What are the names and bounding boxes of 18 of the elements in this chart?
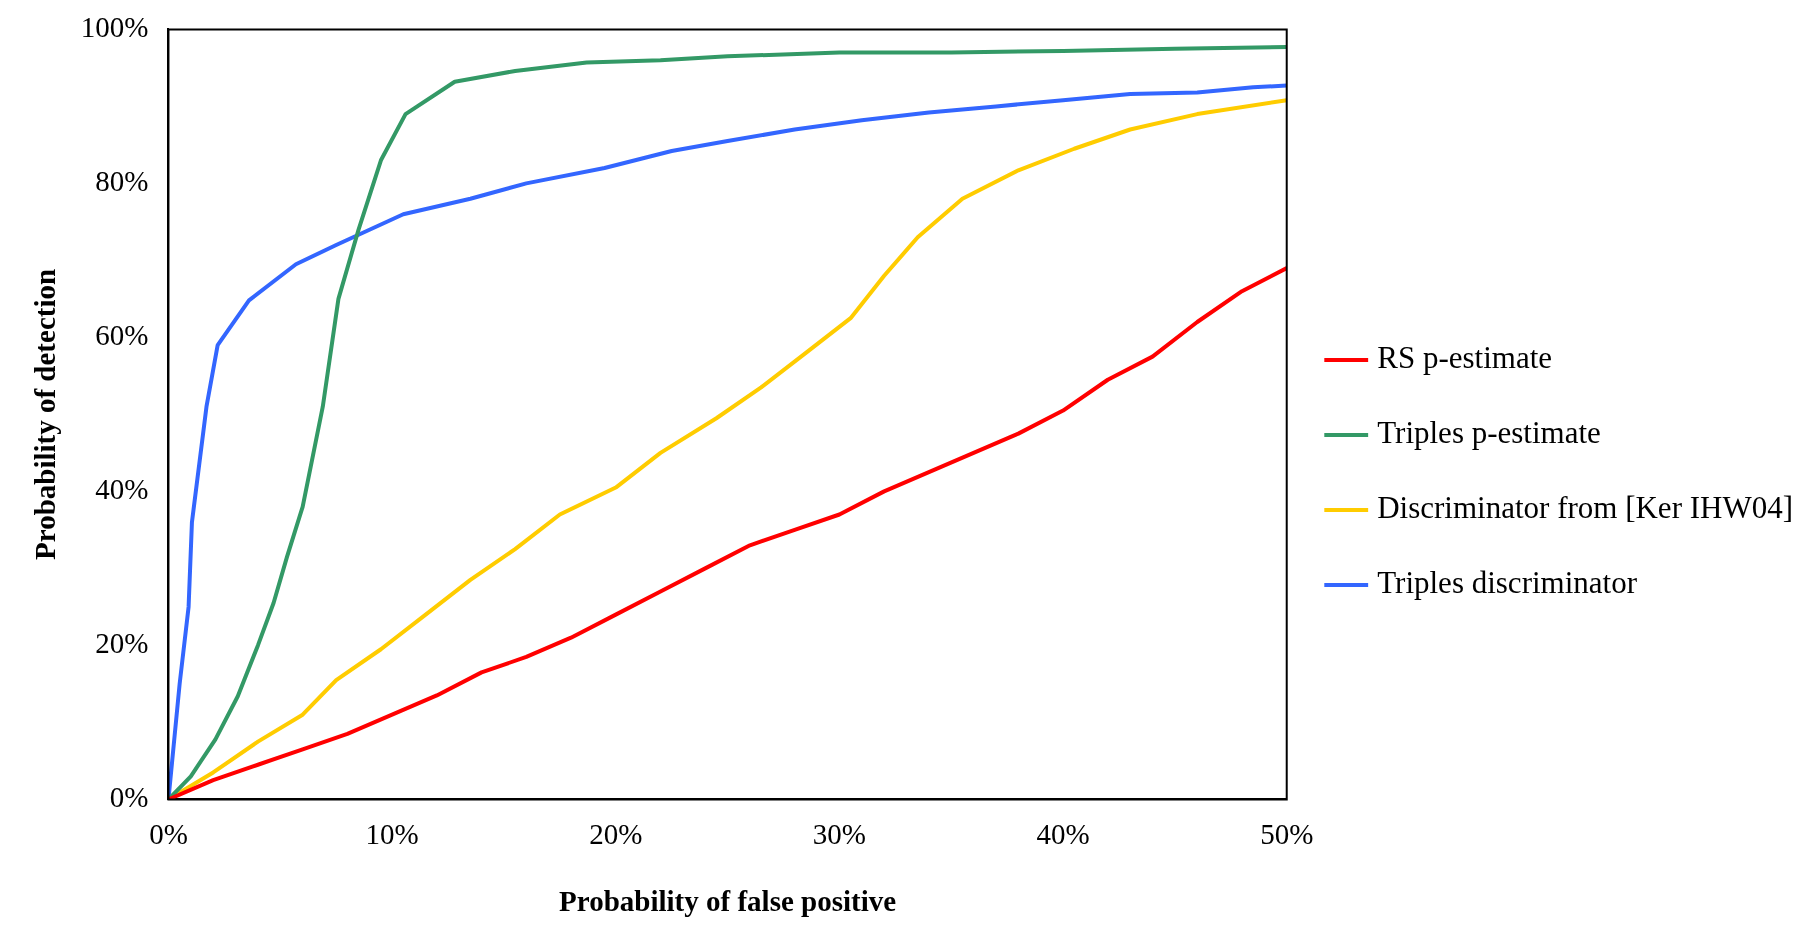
y-tick-label: 20% xyxy=(95,627,149,660)
y-tick-label: 0% xyxy=(109,781,149,814)
y-tick-label: 60% xyxy=(95,319,149,352)
x-axis-title: Probability of false positive xyxy=(559,885,897,918)
legend-label: RS p-estimate xyxy=(1377,340,1553,376)
x-tick-label: 10% xyxy=(365,818,419,851)
y-tick-label: 100% xyxy=(80,11,149,44)
legend-label: Discriminator from [Ker IHW04] xyxy=(1377,490,1794,526)
x-tick-label: 20% xyxy=(589,818,643,851)
x-tick-label: 50% xyxy=(1260,818,1314,851)
legend-label: Triples p-estimate xyxy=(1377,415,1601,451)
y-axis-title: Probability of detection xyxy=(28,268,61,560)
legend-label: Triples discriminator xyxy=(1377,565,1638,601)
y-tick-label: 40% xyxy=(95,473,149,506)
y-tick-label: 80% xyxy=(95,165,149,198)
x-tick-label: 40% xyxy=(1036,818,1090,851)
x-tick-label: 0% xyxy=(149,818,188,851)
x-tick-label: 30% xyxy=(812,818,866,851)
